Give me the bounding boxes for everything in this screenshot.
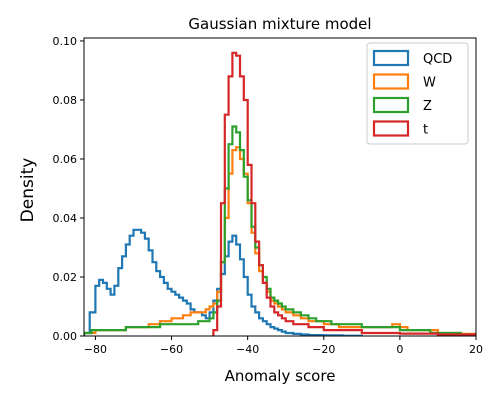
x-tick-label: −60 xyxy=(160,343,183,356)
series-line-t xyxy=(212,51,476,336)
y-tick-label: 0.08 xyxy=(53,94,78,107)
series-layer xyxy=(84,51,476,336)
legend-label: t xyxy=(423,123,428,138)
legend-swatch xyxy=(372,73,410,90)
legend-label: QCD xyxy=(423,52,452,67)
y-tick-label: 0.06 xyxy=(53,153,78,166)
x-tick-label: 0 xyxy=(396,343,403,356)
y-tick-label: 0.00 xyxy=(53,330,78,343)
y-axis: 0.00 0.02 0.04 0.06 0.08 0.10 xyxy=(53,35,84,343)
legend-label: W xyxy=(423,76,436,91)
y-axis-label: Density xyxy=(18,158,38,223)
x-tick-label: 20 xyxy=(469,343,483,356)
chart-title: Gaussian mixture model xyxy=(188,15,371,33)
y-tick-label: 0.02 xyxy=(53,271,78,284)
x-axis-label: Anomaly score xyxy=(225,367,336,385)
y-tick-label: 0.10 xyxy=(53,35,78,48)
legend-swatch xyxy=(372,49,410,67)
legend-swatch xyxy=(372,120,410,137)
x-tick-label: −80 xyxy=(84,343,107,356)
legend: QCD WZt xyxy=(366,42,469,145)
legend-swatch xyxy=(372,96,410,114)
legend-box xyxy=(366,42,469,145)
x-axis: −80 −60 −40 −20 0 20 xyxy=(84,336,483,356)
plot-frame xyxy=(83,37,477,337)
legend-label: Z xyxy=(423,99,432,114)
x-tick-label: −20 xyxy=(312,343,335,356)
y-tick-label: 0.04 xyxy=(53,212,78,225)
x-tick-label: −40 xyxy=(236,343,259,356)
